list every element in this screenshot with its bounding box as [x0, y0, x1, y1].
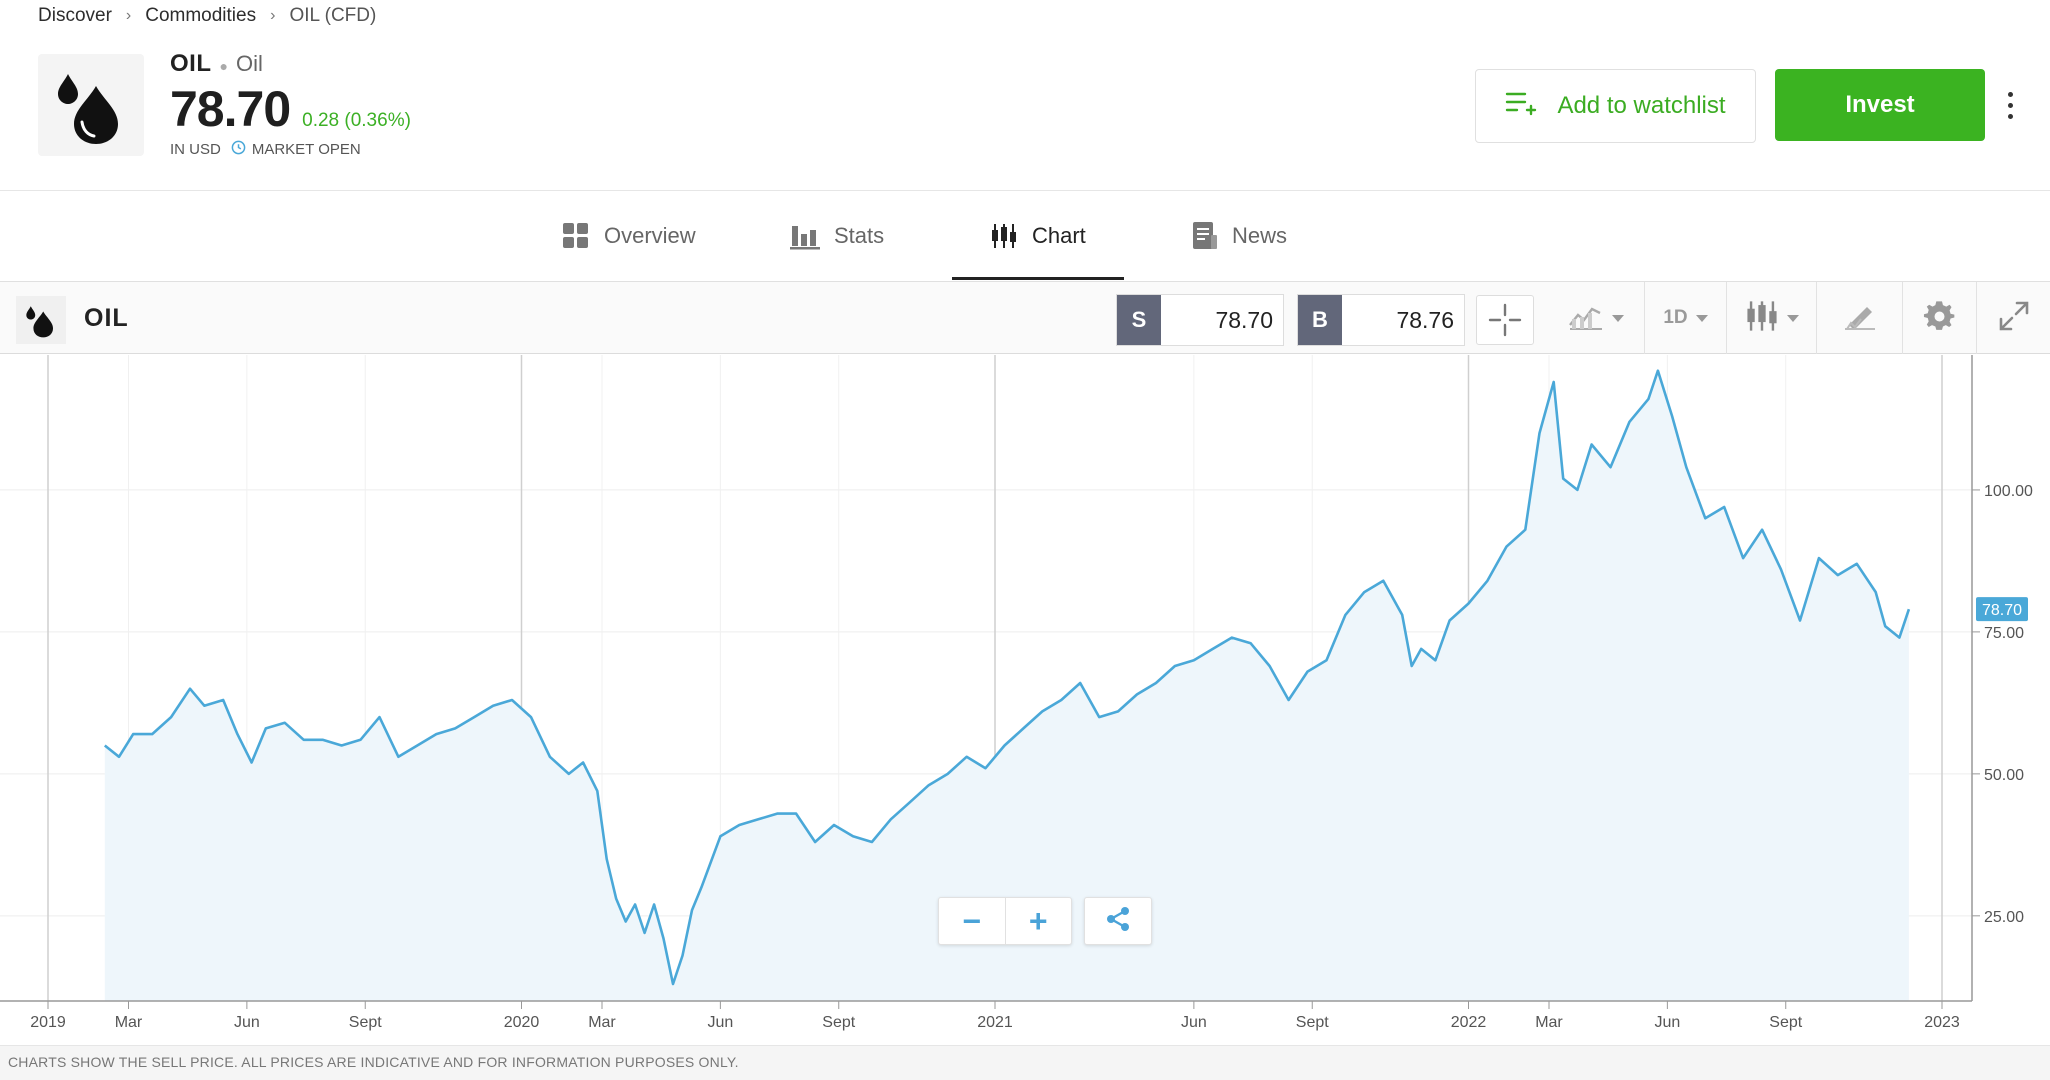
breadcrumb-current: OIL (CFD)	[289, 5, 377, 26]
tab-overview-label: Overview	[604, 223, 696, 248]
add-to-watchlist-button[interactable]: Add to watchlist	[1475, 69, 1756, 143]
watchlist-label: Add to watchlist	[1557, 92, 1726, 119]
buy-price-value: 78.76	[1396, 306, 1454, 333]
x-tick-label: 2023	[1924, 1014, 1960, 1031]
oil-drops-icon	[38, 54, 144, 156]
chevron-right-icon: ›	[125, 7, 132, 24]
more-options-icon[interactable]	[2002, 80, 2018, 130]
caret-down-icon	[1612, 314, 1624, 322]
active-tab-indicator	[952, 277, 1124, 280]
candlestick-icon	[990, 222, 1018, 250]
caret-down-icon	[1695, 314, 1708, 322]
series-line-oil	[103, 369, 1911, 986]
oil-drops-small-icon	[16, 296, 66, 344]
crosshair-icon[interactable]	[1476, 295, 1534, 345]
x-tick-label: 2022	[1451, 1014, 1487, 1031]
price-line: 78.70 0.28 (0.36%)	[170, 80, 411, 138]
pencil-icon	[1843, 301, 1877, 336]
x-tick-label: 2021	[977, 1014, 1013, 1031]
share-icon	[1104, 905, 1132, 938]
instrument-name: Oil	[235, 51, 263, 76]
y-tick-label: 50.00	[1984, 767, 2024, 784]
document-icon	[1192, 221, 1218, 251]
period-label: 1D	[1663, 307, 1688, 328]
chart-disclaimer: CHARTS SHOW THE SELL PRICE. ALL PRICES A…	[0, 1045, 2050, 1080]
watchlist-add-icon	[1505, 90, 1537, 123]
chart-toolbar: OIL S 78.70 B 78.76 1D	[0, 282, 2050, 354]
breadcrumb: Discover › Commodities › OIL (CFD)	[38, 2, 376, 30]
tab-stats-label: Stats	[834, 223, 885, 248]
zoom-in-button[interactable]: +	[1028, 902, 1048, 939]
settings-button[interactable]	[1902, 282, 1976, 354]
y-tick-label: 75.00	[1984, 625, 2024, 642]
tab-stats[interactable]: Stats	[790, 191, 884, 281]
series-area-fill	[104, 370, 1909, 1001]
x-tick-label: Sept	[1296, 1014, 1329, 1031]
header-divider	[0, 190, 2050, 191]
caret-down-icon	[1786, 314, 1799, 322]
zoom-controls: − +	[938, 897, 1072, 945]
share-button[interactable]	[1084, 897, 1152, 945]
tab-news[interactable]: News	[1192, 191, 1287, 281]
y-tick-label: 25.00	[1984, 909, 2024, 926]
x-tick-label: Jun	[234, 1014, 260, 1031]
symbol-line: OIL ● Oil	[170, 50, 263, 78]
price-chart-svg[interactable]: 100.00 75.00 50.00 25.00 2019 Mar Jun Sept 2020 M…	[0, 355, 2050, 1045]
period-dropdown[interactable]: 1D	[1644, 282, 1726, 354]
chart-type-dropdown[interactable]	[1548, 282, 1644, 354]
x-tick-label: Sept	[349, 1014, 382, 1031]
current-price: 78.70	[170, 81, 291, 137]
y-tick-label: 100.00	[1984, 483, 2033, 500]
instrument-tabs: Overview Stats Chart News	[0, 191, 2050, 281]
x-tick-label: Jun	[1181, 1014, 1207, 1031]
x-tick-label: Mar	[588, 1014, 616, 1031]
last-price-label: 78.70	[1982, 602, 2022, 619]
x-tick-label: 2019	[30, 1014, 66, 1031]
x-tick-label: Sept	[822, 1014, 855, 1031]
grid-icon	[562, 222, 590, 250]
tabs-divider	[0, 281, 2050, 282]
sell-tag: S	[1117, 295, 1161, 345]
x-tick-label: 2020	[504, 1014, 540, 1031]
draw-tool-button[interactable]	[1816, 282, 1902, 354]
line-chart-icon	[1568, 301, 1604, 336]
separator-dot: ●	[219, 58, 228, 74]
tab-chart[interactable]: Chart	[990, 191, 1086, 281]
expand-icon	[1997, 299, 2031, 338]
market-status: MARKET OPEN	[251, 141, 361, 158]
indicators-dropdown[interactable]	[1726, 282, 1816, 354]
gear-icon	[1923, 299, 1957, 338]
instrument-header: OIL ● Oil 78.70 0.28 (0.36%) IN USD MARK…	[0, 40, 2050, 190]
x-tick-label: Mar	[115, 1014, 143, 1031]
candlestick-tool-icon	[1745, 299, 1779, 338]
price-change: 0.28 (0.36%)	[302, 110, 411, 131]
x-tick-label: Sept	[1769, 1014, 1802, 1031]
x-tick-label: Jun	[707, 1014, 733, 1031]
breadcrumb-commodities[interactable]: Commodities	[145, 5, 257, 26]
bar-chart-icon	[790, 222, 820, 250]
sell-price-box[interactable]: S 78.70	[1116, 294, 1284, 346]
chart-symbol: OIL	[84, 304, 129, 332]
market-info: IN USD MARKET OPEN	[170, 140, 361, 159]
instrument-symbol: OIL	[170, 50, 212, 77]
tab-overview[interactable]: Overview	[562, 191, 696, 281]
tab-chart-label: Chart	[1032, 223, 1086, 248]
last-price-tag	[1976, 597, 2028, 622]
fullscreen-button[interactable]	[1976, 282, 2050, 354]
currency-note: IN USD	[170, 141, 221, 158]
x-tick-label: Mar	[1535, 1014, 1563, 1031]
buy-price-box[interactable]: B 78.76	[1297, 294, 1465, 346]
buy-tag: B	[1298, 295, 1342, 345]
chart-disclaimer-text: CHARTS SHOW THE SELL PRICE. ALL PRICES A…	[8, 1054, 739, 1070]
sell-price-value: 78.70	[1215, 306, 1273, 333]
tab-news-label: News	[1232, 223, 1288, 248]
price-chart[interactable]: 100.00 75.00 50.00 25.00 2019 Mar Jun Sept 2020 M…	[0, 355, 2050, 1045]
chevron-right-icon: ›	[270, 7, 276, 24]
zoom-out-button[interactable]: −	[939, 898, 1006, 944]
invest-button[interactable]: Invest	[1775, 69, 1985, 141]
clock-icon	[231, 140, 246, 159]
x-tick-label: Jun	[1654, 1014, 1680, 1031]
breadcrumb-discover[interactable]: Discover	[38, 5, 112, 26]
